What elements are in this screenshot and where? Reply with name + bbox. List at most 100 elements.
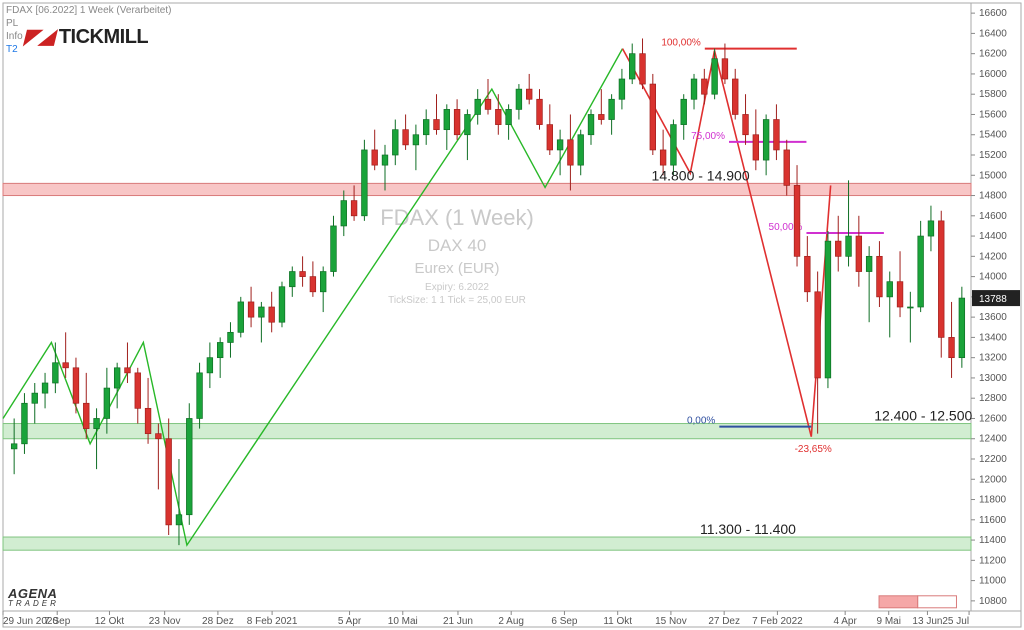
x-tick-label: 11 Okt: [603, 616, 632, 627]
candle: [557, 140, 563, 150]
candle: [485, 99, 491, 109]
y-tick-label: 11600: [979, 515, 1007, 526]
candle: [743, 114, 749, 134]
y-tick-label: 15400: [979, 130, 1007, 141]
candle: [774, 120, 780, 150]
candle: [372, 150, 378, 165]
candle: [382, 155, 388, 165]
y-tick-label: 13000: [979, 373, 1007, 384]
y-tick-label: 14400: [979, 231, 1007, 242]
y-tick-label: 15600: [979, 109, 1007, 120]
candle: [341, 201, 347, 226]
y-tick-label: 15000: [979, 170, 1007, 181]
y-tick-label: 14000: [979, 272, 1007, 283]
chart-title: FDAX [06.2022] 1 Week (Verarbeitet): [6, 4, 171, 17]
agena-logo: AGENA TRADER: [8, 586, 59, 608]
x-tick-label: 15 Nov: [655, 616, 687, 627]
x-tick-label: 10 Mai: [388, 616, 418, 627]
candle: [289, 272, 295, 287]
y-tick-label: 12800: [979, 393, 1007, 404]
candle: [63, 363, 69, 368]
candle: [228, 332, 234, 342]
candle: [11, 444, 17, 449]
candle: [104, 388, 110, 418]
candle: [753, 135, 759, 160]
candle: [22, 403, 28, 444]
x-tick-label: 2 Aug: [498, 616, 524, 627]
candle: [145, 408, 151, 433]
candle: [794, 185, 800, 256]
fib-label: 75,00%: [691, 131, 725, 142]
candle: [259, 307, 265, 317]
candle: [73, 368, 79, 403]
x-tick-label: 25 Jul: [942, 616, 969, 627]
candle: [805, 256, 811, 291]
tickmill-logo: ◤◢ TICKMILL: [24, 24, 148, 49]
candle: [722, 59, 728, 79]
candle: [825, 241, 831, 378]
candle: [537, 99, 543, 124]
candle: [351, 201, 357, 216]
candle: [331, 226, 337, 272]
candle: [959, 298, 965, 358]
candle: [156, 434, 162, 439]
candle: [928, 221, 934, 236]
svg-text:Expiry: 6.2022: Expiry: 6.2022: [425, 282, 489, 293]
candle: [310, 277, 316, 292]
candle: [784, 150, 790, 185]
y-tick-label: 15800: [979, 89, 1007, 100]
candle: [135, 373, 141, 408]
candle: [938, 221, 944, 338]
svg-text:FDAX (1 Week): FDAX (1 Week): [380, 205, 534, 230]
candle: [32, 393, 38, 403]
candle: [640, 54, 646, 84]
y-tick-label: 13400: [979, 332, 1007, 343]
price-zone: [3, 537, 971, 550]
zone-label: 11.300 - 11.400: [700, 521, 796, 537]
svg-text:DAX 40: DAX 40: [428, 236, 487, 255]
zone-label: 14.800 - 14.900: [652, 167, 750, 183]
candle: [671, 125, 677, 166]
candle: [217, 342, 223, 357]
x-tick-label: 13 Jun: [912, 616, 942, 627]
candle: [392, 130, 398, 155]
x-tick-label: 4 Apr: [833, 616, 857, 627]
zone-label: 12.400 - 12.500: [874, 408, 972, 424]
y-tick-label: 11200: [979, 555, 1007, 566]
candle: [197, 373, 203, 419]
candle: [423, 120, 429, 135]
candle: [763, 120, 769, 161]
candle: [83, 403, 89, 428]
candle: [516, 89, 522, 109]
candle: [547, 125, 553, 150]
x-tick-label: 6 Sep: [551, 616, 578, 627]
price-zone: [3, 183, 971, 195]
candle: [269, 307, 275, 322]
candle: [681, 99, 687, 124]
candle: [835, 241, 841, 256]
candle: [506, 109, 512, 124]
candle: [660, 150, 666, 165]
x-tick-label: 28 Dez: [202, 616, 234, 627]
y-tick-label: 14800: [979, 191, 1007, 202]
candle: [918, 236, 924, 307]
price-chart[interactable]: FDAX (1 Week)DAX 40Eurex (EUR)Expiry: 6.…: [0, 0, 1024, 630]
svg-text:13788: 13788: [979, 294, 1007, 305]
x-tick-label: 21 Jun: [443, 616, 473, 627]
candle: [866, 256, 872, 271]
candle: [629, 54, 635, 79]
candle: [444, 109, 450, 129]
candle: [186, 418, 192, 514]
x-tick-label: 12 Okt: [95, 616, 125, 627]
y-tick-label: 12400: [979, 434, 1007, 445]
x-tick-label: 5 Apr: [338, 616, 362, 627]
y-tick-label: 12600: [979, 413, 1007, 424]
candle: [568, 140, 574, 165]
x-tick-label: 8 Feb 2021: [247, 616, 298, 627]
candle: [877, 256, 883, 297]
candle: [42, 383, 48, 393]
candle: [619, 79, 625, 99]
candle: [732, 79, 738, 114]
candle: [609, 99, 615, 119]
candle: [279, 287, 285, 322]
